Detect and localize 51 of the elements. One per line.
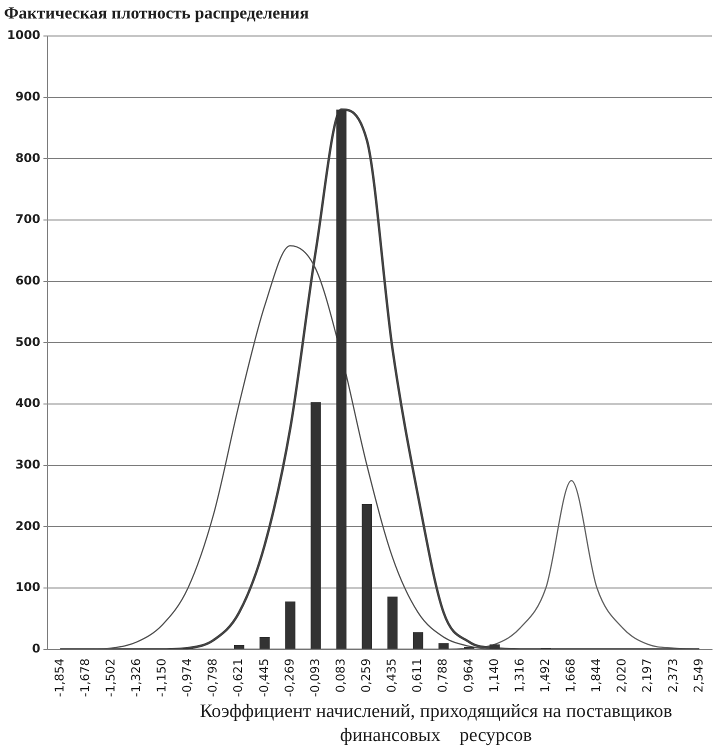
bar bbox=[310, 402, 321, 649]
bar bbox=[438, 643, 449, 649]
x-tick-label: -0,093 bbox=[308, 658, 322, 698]
y-tick-label: 900 bbox=[15, 89, 40, 104]
bar bbox=[387, 596, 398, 649]
x-tick-label: -1,854 bbox=[52, 658, 66, 698]
y-tick-label: 200 bbox=[15, 518, 40, 533]
bar bbox=[285, 601, 296, 649]
x-tick-label: -0,445 bbox=[256, 658, 271, 698]
bar bbox=[260, 637, 270, 649]
bar bbox=[336, 110, 346, 649]
x-tick-label: -1,502 bbox=[103, 658, 118, 698]
x-tick-label: 0,259 bbox=[359, 658, 374, 693]
y-tick-label: 0 bbox=[32, 641, 40, 656]
x-tick-label: 1,492 bbox=[538, 658, 552, 693]
x-tick-label: -1,678 bbox=[78, 658, 92, 698]
y-tick-label: 100 bbox=[15, 580, 40, 594]
x-tick-label: 0,435 bbox=[384, 658, 399, 693]
x-tick-label: -1,326 bbox=[128, 658, 143, 698]
line-series bbox=[60, 245, 700, 650]
x-tick-label: -0,974 bbox=[180, 658, 194, 698]
x-tick-label: 2,197 bbox=[640, 658, 654, 693]
x-tick-label: 2,020 bbox=[614, 658, 629, 693]
y-tick-label: 500 bbox=[15, 334, 40, 349]
bar bbox=[362, 504, 372, 649]
bar bbox=[234, 645, 244, 649]
x-tick-label: 1,316 bbox=[512, 658, 526, 693]
x-tick-label: 2,373 bbox=[666, 658, 680, 693]
y-tick-label: 1000 bbox=[6, 28, 40, 42]
x-tick-label: -0,269 bbox=[282, 658, 296, 698]
y-axis-title: Фактическая плотность распределения bbox=[4, 3, 309, 22]
x-tick-label: 0,964 bbox=[461, 658, 476, 693]
bar bbox=[490, 644, 500, 649]
x-tick-label: 0,083 bbox=[333, 658, 348, 693]
x-axis-title: Коэффициент начислений, приходящийся на поставщиков финансовых ресурсов bbox=[198, 700, 674, 748]
x-tick-label: 1,844 bbox=[589, 658, 604, 693]
y-tick-label: 800 bbox=[15, 150, 40, 165]
y-tick-label: 600 bbox=[15, 273, 40, 288]
x-tick-label: 1,668 bbox=[564, 658, 578, 693]
y-tick-label: 300 bbox=[15, 457, 40, 472]
x-tick-label: -0,621 bbox=[231, 658, 246, 698]
y-tick-label: 400 bbox=[15, 396, 40, 410]
x-tick-label: 0,788 bbox=[436, 658, 450, 693]
line-series bbox=[58, 108, 700, 650]
x-tick-label: -0,798 bbox=[206, 658, 220, 698]
x-tick-label: 2,549 bbox=[691, 658, 706, 693]
x-tick-label: -1,150 bbox=[154, 658, 169, 698]
y-tick-label: 700 bbox=[15, 212, 40, 226]
x-tick-label: 1,140 bbox=[486, 658, 501, 693]
bar bbox=[412, 632, 424, 649]
x-tick-label: 0,611 bbox=[410, 658, 424, 693]
